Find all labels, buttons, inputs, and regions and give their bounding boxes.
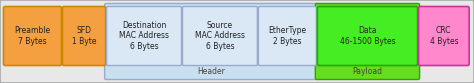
FancyBboxPatch shape [317, 6, 418, 65]
Text: Payload: Payload [353, 66, 383, 76]
FancyBboxPatch shape [419, 6, 469, 65]
FancyBboxPatch shape [3, 6, 62, 65]
Text: Header: Header [198, 66, 226, 76]
FancyBboxPatch shape [315, 3, 419, 80]
Text: EtherType
2 Bytes: EtherType 2 Bytes [268, 26, 306, 46]
FancyBboxPatch shape [63, 6, 106, 65]
Text: SFD
1 Byte: SFD 1 Byte [72, 26, 96, 46]
Text: Source
MAC Address
6 Bytes: Source MAC Address 6 Bytes [195, 21, 245, 51]
Text: Data
46-1500 Bytes: Data 46-1500 Bytes [340, 26, 395, 46]
FancyBboxPatch shape [105, 3, 319, 80]
FancyBboxPatch shape [258, 6, 316, 65]
Text: CRC
4 Bytes: CRC 4 Bytes [429, 26, 458, 46]
Text: Preamble
7 Bytes: Preamble 7 Bytes [14, 26, 51, 46]
FancyBboxPatch shape [182, 6, 257, 65]
FancyBboxPatch shape [107, 6, 182, 65]
Text: Destination
MAC Address
6 Bytes: Destination MAC Address 6 Bytes [119, 21, 169, 51]
